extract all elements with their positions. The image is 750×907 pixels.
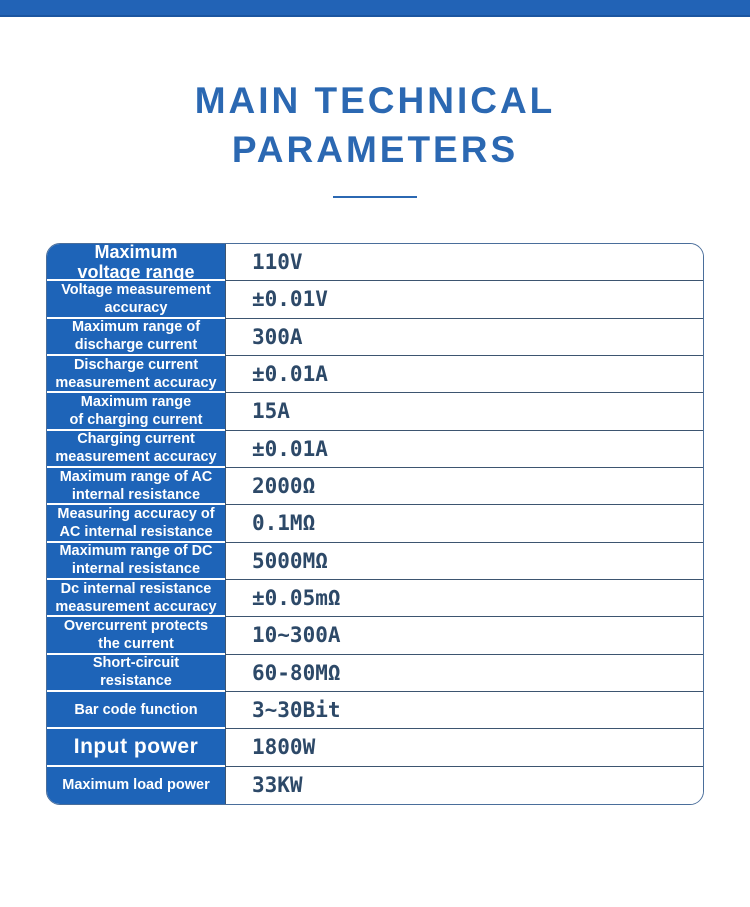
parameter-label: Charging current measurement accuracy [47,430,225,468]
parameter-label: Maximum voltage range [47,244,225,282]
table-row: Measuring accuracy of AC internal resista… [47,505,703,543]
table-row: Maximum load power 33KW [47,766,703,804]
table-row: Bar code function 3~30Bit [47,691,703,730]
top-accent-bar [0,0,750,17]
parameter-label: Maximum load power [47,766,225,804]
table-row: Maximum range of AC internal resistance 2… [47,467,703,506]
table-row: Short-circuit resistance 60-80MΩ [47,654,703,692]
parameter-label: Short-circuit resistance [47,654,225,692]
parameter-value: 300A [225,318,703,356]
table-row: Input power 1800W [47,729,703,767]
table-row: Dc internal resistance measurement accura… [47,579,703,618]
parameter-value: 3~30Bit [225,691,703,730]
table-row: Maximum range of DC internal resistance 5… [47,542,703,580]
table-row: Voltage measurement accuracy ±0.01V [47,281,703,319]
parameter-label: Measuring accuracy of AC internal resista… [47,505,225,543]
page-title-line1: MAIN TECHNICAL [194,80,556,121]
page-title-line2: PARAMETERS [231,129,519,170]
parameter-value: ±0.01A [225,430,703,468]
parameter-value: ±0.05mΩ [225,579,703,618]
parameter-value: 33KW [225,766,703,804]
parameter-label: Maximum range of DC internal resistance [47,542,225,580]
table-row: Discharge current measurement accuracy ±0… [47,355,703,394]
title-underline [333,196,417,198]
parameter-label: Input power [47,729,225,767]
spec-table: Maximum voltage range 110V Voltage measur… [46,243,704,805]
parameter-label: Voltage measurement accuracy [47,281,225,319]
parameter-value: 10~300A [225,617,703,655]
table-row: Charging current measurement accuracy ±0.… [47,430,703,468]
parameter-label: Maximum range of discharge current [47,318,225,356]
parameter-value: 2000Ω [225,467,703,506]
parameter-label: Maximum range of AC internal resistance [47,467,225,506]
parameter-value: 1800W [225,729,703,767]
table-row: Overcurrent protects the current 10~300A [47,617,703,655]
table-row: Maximum range of charging current 15A [47,393,703,431]
parameter-value: 15A [225,393,703,431]
parameter-value: ±0.01V [225,281,703,319]
parameter-label: Overcurrent protects the current [47,617,225,655]
parameter-label: Dc internal resistance measurement accura… [47,579,225,618]
parameter-value: ±0.01A [225,355,703,394]
table-row: Maximum range of discharge current 300A [47,318,703,356]
table-row: Maximum voltage range 110V [47,244,703,282]
page-title: MAIN TECHNICAL PARAMETERS [0,76,750,174]
parameter-label: Maximum range of charging current [47,393,225,431]
parameter-label: Bar code function [47,691,225,730]
parameter-value: 60-80MΩ [225,654,703,692]
parameter-label: Discharge current measurement accuracy [47,355,225,394]
parameter-value: 5000MΩ [225,542,703,580]
parameter-value: 0.1MΩ [225,505,703,543]
parameter-value: 110V [225,244,703,282]
